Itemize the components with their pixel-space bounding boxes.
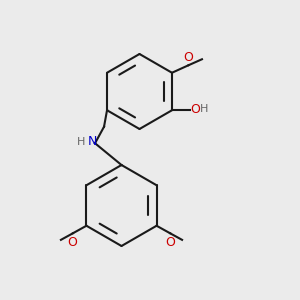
Text: H: H — [77, 137, 86, 147]
Text: N: N — [87, 135, 97, 148]
Text: O: O — [184, 51, 194, 64]
Text: H: H — [200, 104, 208, 114]
Text: O: O — [166, 236, 176, 249]
Text: O: O — [190, 103, 200, 116]
Text: O: O — [68, 236, 77, 249]
